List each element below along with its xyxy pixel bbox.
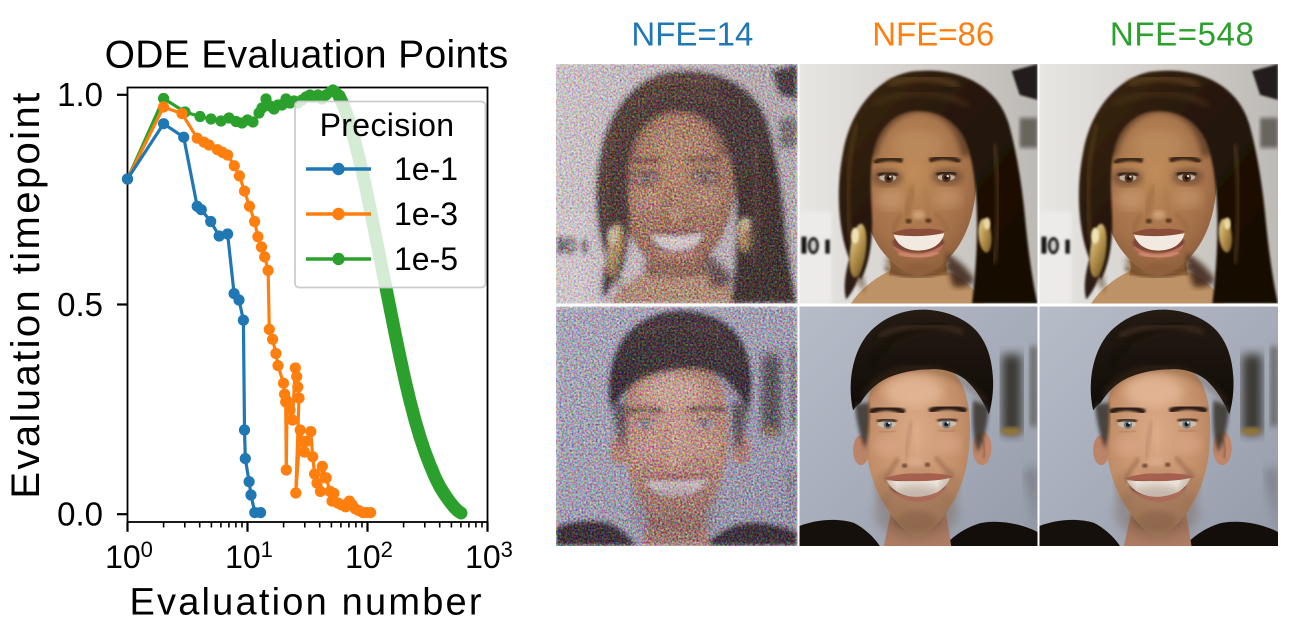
svg-text:103: 103 xyxy=(465,537,513,575)
svg-text:1e-3: 1e-3 xyxy=(394,196,458,232)
svg-text:NFE=14: NFE=14 xyxy=(631,16,753,53)
svg-text:101: 101 xyxy=(225,537,273,575)
svg-text:1.0: 1.0 xyxy=(57,76,103,113)
svg-text:NFE=86: NFE=86 xyxy=(872,16,994,53)
svg-text:Evaluation number: Evaluation number xyxy=(129,582,483,624)
svg-text:1e-5: 1e-5 xyxy=(394,241,458,277)
svg-text:100: 100 xyxy=(105,537,153,575)
svg-text:Precision: Precision xyxy=(320,107,455,143)
svg-text:0.5: 0.5 xyxy=(57,286,103,323)
svg-text:1e-1: 1e-1 xyxy=(394,151,458,187)
svg-text:ODE Evaluation Points: ODE Evaluation Points xyxy=(105,34,509,77)
svg-text:0.0: 0.0 xyxy=(57,496,103,533)
svg-text:102: 102 xyxy=(345,537,393,575)
svg-text:Evaluation timepoint: Evaluation timepoint xyxy=(4,90,48,498)
svg-text:NFE=548: NFE=548 xyxy=(1110,16,1255,53)
